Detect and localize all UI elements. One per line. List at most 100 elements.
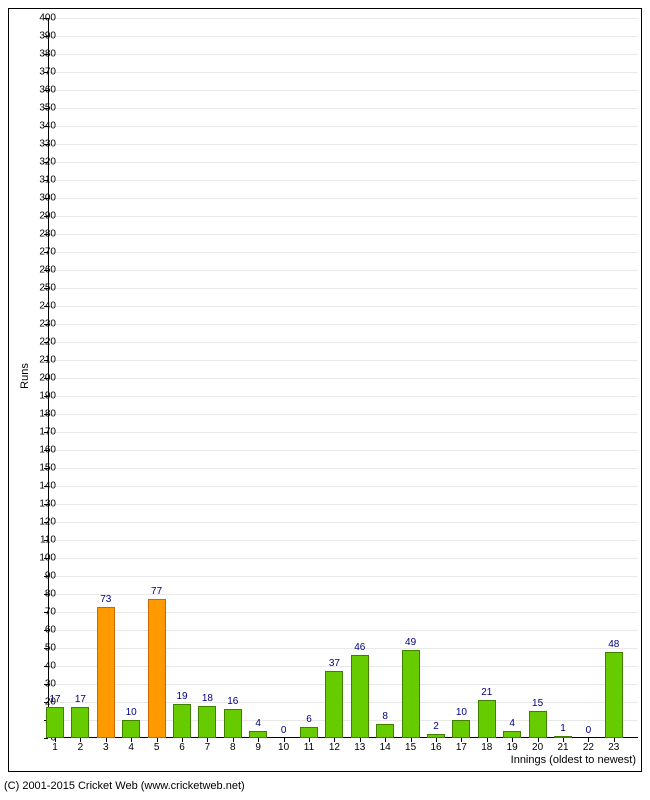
ytick-label: 190 [26,391,56,402]
ytick-label: 130 [26,499,56,510]
gridline [49,648,638,649]
ytick-mark [44,486,48,487]
gridline [49,54,638,55]
value-label: 17 [75,694,86,705]
bar [351,655,369,738]
xtick-label: 7 [205,742,211,753]
ytick-mark [44,738,48,739]
ytick-mark [44,144,48,145]
gridline [49,414,638,415]
ytick-mark [44,90,48,91]
ytick-mark [44,576,48,577]
ytick-mark [44,540,48,541]
xtick-label: 22 [583,742,594,753]
ytick-mark [44,18,48,19]
ytick-label: 230 [26,319,56,330]
ytick-label: 150 [26,463,56,474]
ytick-mark [44,36,48,37]
gridline [49,630,638,631]
x-axis-label: Innings (oldest to newest) [511,754,636,766]
ytick-label: 140 [26,481,56,492]
gridline [49,108,638,109]
ytick-mark [44,288,48,289]
ytick-label: 270 [26,247,56,258]
gridline [49,612,638,613]
ytick-mark [44,216,48,217]
gridline [49,306,638,307]
ytick-label: 370 [26,67,56,78]
xtick-label: 23 [608,742,619,753]
value-label: 16 [227,696,238,707]
value-label: 48 [608,639,619,650]
gridline [49,378,638,379]
bar [402,650,420,738]
ytick-mark [44,612,48,613]
bar [529,711,547,738]
ytick-mark [44,684,48,685]
ytick-label: 170 [26,427,56,438]
gridline [49,702,638,703]
gridline [49,486,638,487]
gridline [49,18,638,19]
ytick-label: 180 [26,409,56,420]
ytick-label: 30 [26,679,56,690]
gridline [49,558,638,559]
gridline [49,90,638,91]
ytick-mark [44,180,48,181]
gridline [49,450,638,451]
xtick-label: 17 [456,742,467,753]
bar [325,671,343,738]
ytick-mark [44,594,48,595]
gridline [49,162,638,163]
xtick-label: 20 [532,742,543,753]
ytick-label: 330 [26,139,56,150]
xtick-label: 15 [405,742,416,753]
gridline [49,396,638,397]
value-label: 37 [329,658,340,669]
gridline [49,252,638,253]
ytick-label: 350 [26,103,56,114]
ytick-label: 120 [26,517,56,528]
bar [122,720,140,738]
bar [605,652,623,738]
value-label: 1 [560,723,566,734]
xtick-label: 16 [430,742,441,753]
ytick-mark [44,54,48,55]
value-label: 17 [49,694,60,705]
value-label: 10 [126,707,137,718]
ytick-mark [44,126,48,127]
ytick-label: 400 [26,13,56,24]
bar [224,709,242,738]
ytick-mark [44,468,48,469]
ytick-label: 360 [26,85,56,96]
xtick-label: 14 [380,742,391,753]
ytick-mark [44,162,48,163]
bar [173,704,191,738]
ytick-mark [44,432,48,433]
value-label: 2 [433,721,439,732]
xtick-label: 18 [481,742,492,753]
ytick-mark [44,702,48,703]
bar [427,734,445,738]
value-label: 18 [202,693,213,704]
ytick-mark [44,558,48,559]
ytick-label: 110 [26,535,56,546]
plot-area [48,18,638,738]
gridline [49,180,638,181]
gridline [49,126,638,127]
value-label: 0 [281,725,287,736]
ytick-mark [44,252,48,253]
bar [478,700,496,738]
ytick-label: 280 [26,229,56,240]
ytick-mark [44,522,48,523]
bar [97,607,115,738]
bar [300,727,318,738]
ytick-mark [44,198,48,199]
gridline [49,36,638,37]
ytick-label: 300 [26,193,56,204]
ytick-label: 250 [26,283,56,294]
gridline [49,360,638,361]
bar [376,724,394,738]
y-axis-label: Runs [19,363,31,389]
xtick-label: 2 [78,742,84,753]
